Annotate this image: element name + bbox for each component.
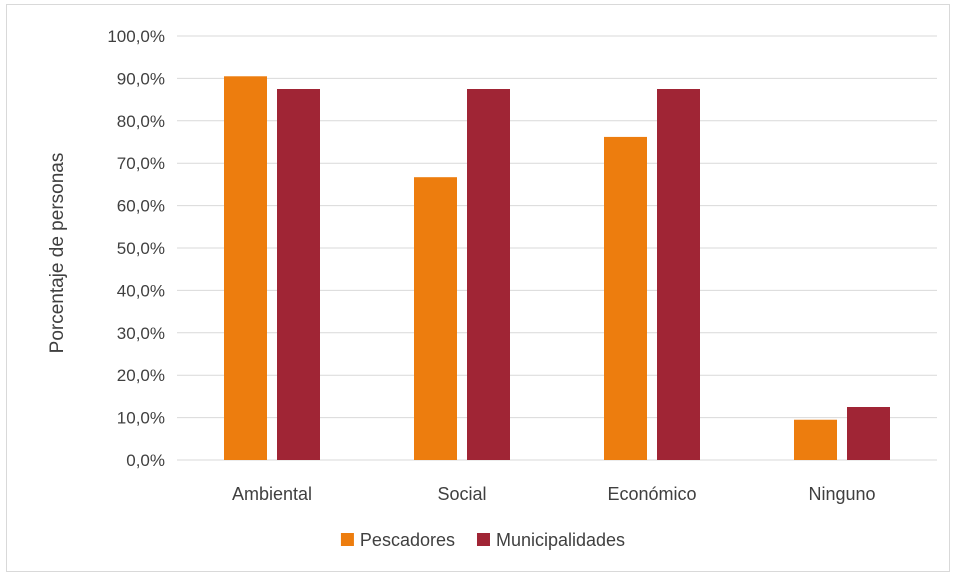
- legend-label-pescadores: Pescadores: [360, 530, 455, 550]
- x-category-label: Económico: [607, 484, 696, 504]
- y-tick-label: 100,0%: [107, 27, 165, 46]
- y-tick-label: 50,0%: [117, 239, 165, 258]
- y-tick-label: 60,0%: [117, 197, 165, 216]
- bar-chart: 0,0% 10,0% 20,0% 30,0% 40,0% 50,0% 60,0% 70,0% 8…: [47, 27, 937, 550]
- legend: Pescadores Municipalidades: [340, 530, 625, 550]
- bar-municipalidades-1: [467, 89, 510, 460]
- bar-pescadores-0: [224, 76, 267, 460]
- y-tick-label: 40,0%: [117, 281, 165, 300]
- y-axis-ticks: 0,0% 10,0% 20,0% 30,0% 40,0% 50,0% 60,0% 70,0% 8…: [107, 27, 165, 470]
- x-category-label: Ambiental: [232, 484, 312, 504]
- x-axis-categories: Ambiental Social Económico Ninguno: [232, 484, 876, 504]
- y-tick-label: 20,0%: [117, 366, 165, 385]
- x-category-label: Ninguno: [808, 484, 875, 504]
- bar-municipalidades-3: [847, 407, 890, 460]
- chart-frame: 0,0% 10,0% 20,0% 30,0% 40,0% 50,0% 60,0% 70,0% 8…: [6, 4, 950, 572]
- bar-municipalidades-2: [657, 89, 700, 460]
- y-tick-label: 30,0%: [117, 324, 165, 343]
- bar-pescadores-1: [414, 177, 457, 460]
- legend-swatch-municipalidades: [476, 533, 490, 546]
- bar-municipalidades-0: [277, 89, 320, 460]
- y-tick-label: 10,0%: [117, 409, 165, 428]
- bar-pescadores-2: [604, 136, 647, 461]
- y-axis-title: Porcentaje de personas: [47, 153, 68, 354]
- y-tick-label: 70,0%: [117, 154, 165, 173]
- y-tick-label: 90,0%: [117, 69, 165, 88]
- bar-pescadores-3: [794, 419, 837, 460]
- x-category-label: Social: [437, 484, 486, 504]
- legend-swatch-pescadores: [340, 533, 354, 546]
- y-tick-label: 0,0%: [126, 451, 165, 470]
- y-tick-label: 80,0%: [117, 112, 165, 131]
- legend-label-municipalidades: Municipalidades: [496, 530, 625, 550]
- bars: [224, 76, 890, 461]
